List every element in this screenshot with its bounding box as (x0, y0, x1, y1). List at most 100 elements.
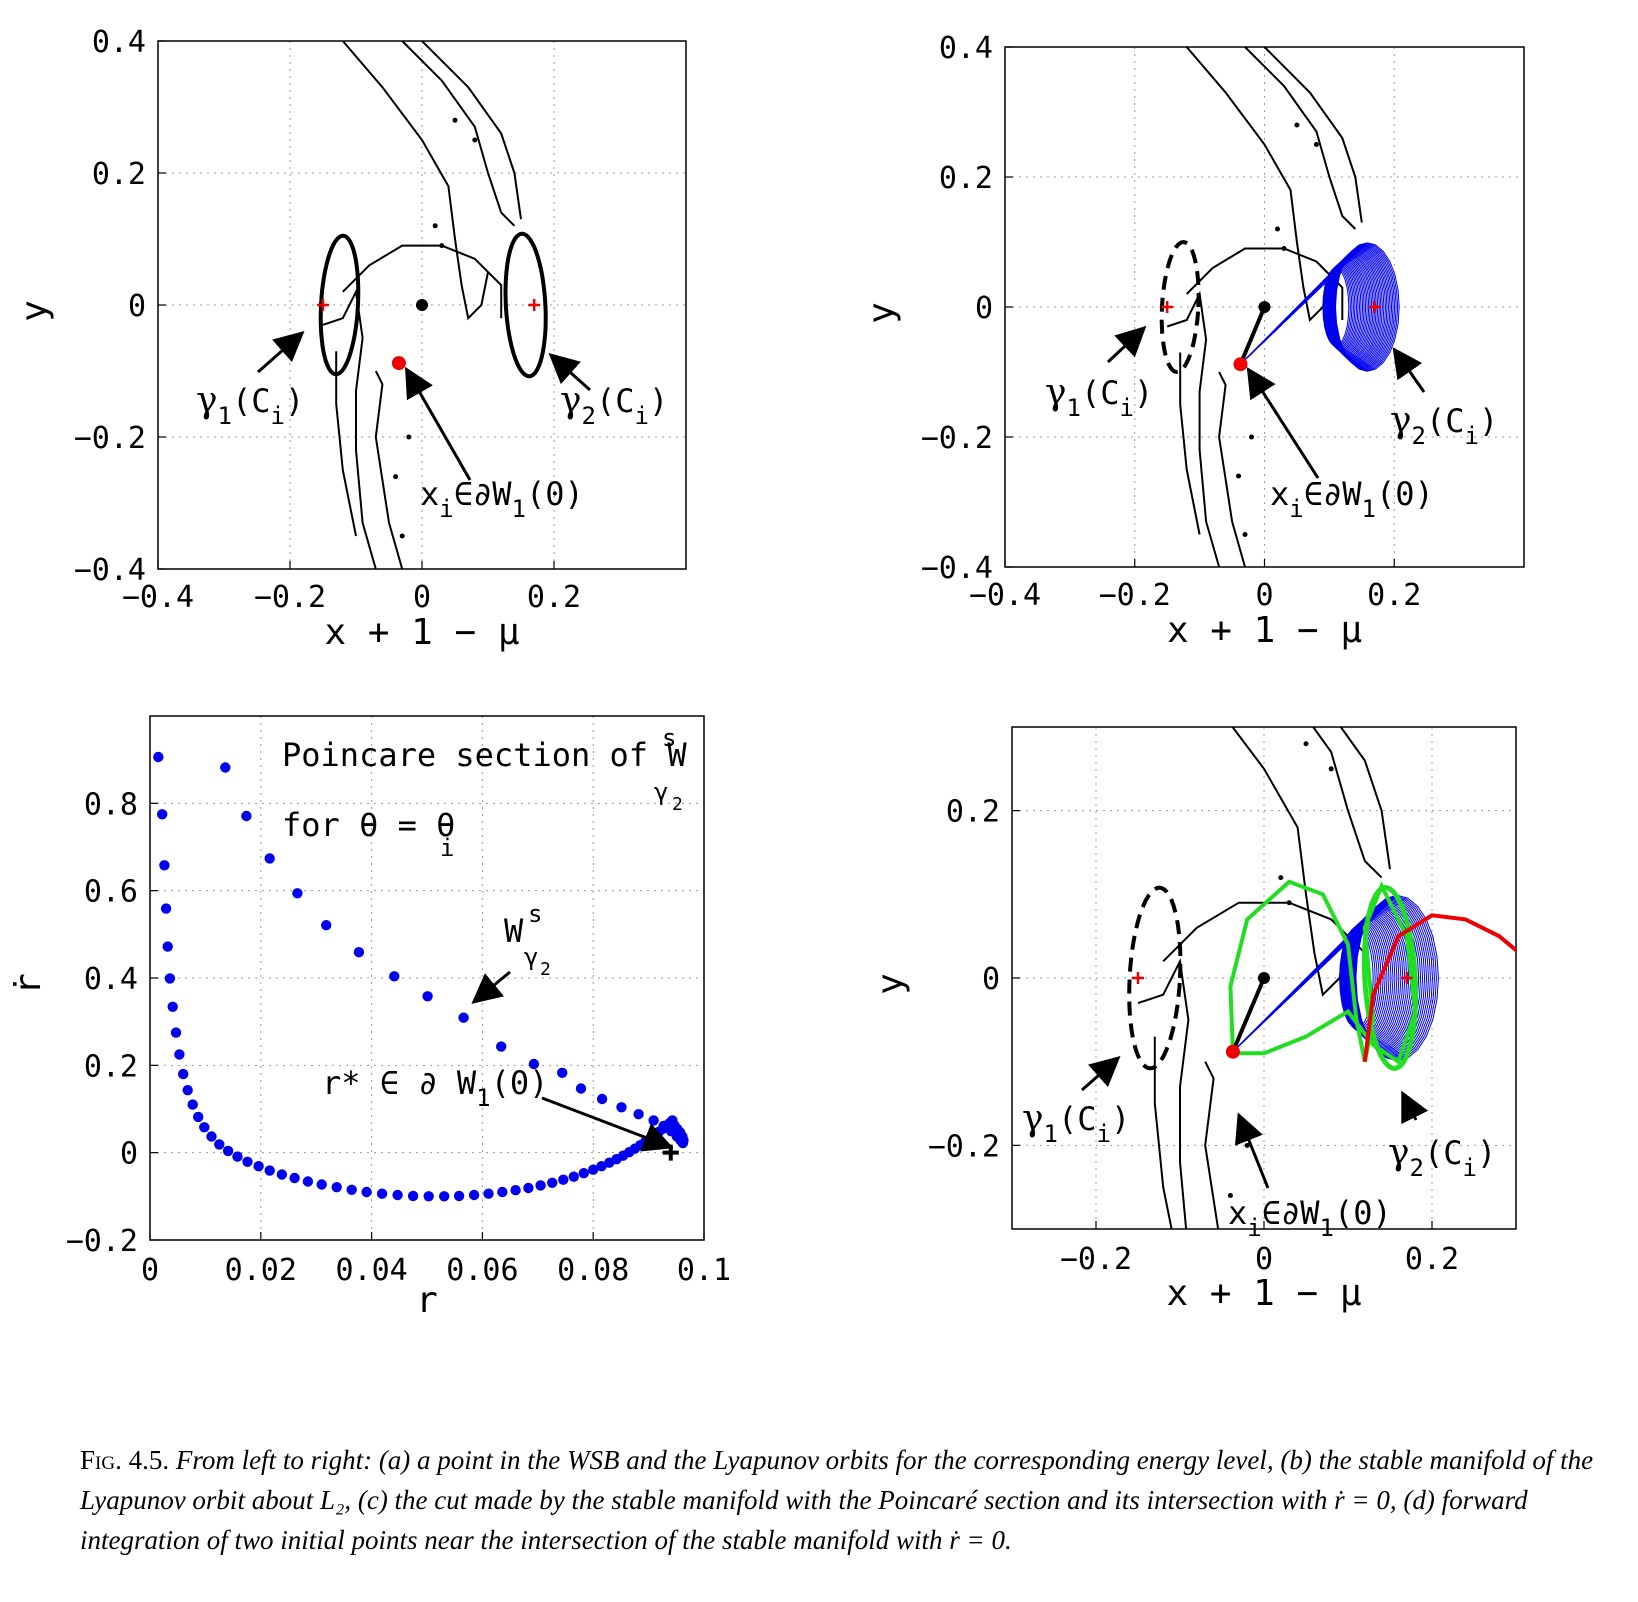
x-tick-label: 0 (141, 1253, 159, 1288)
poincare-point (575, 1083, 587, 1094)
x-tick-label: 0.04 (335, 1253, 407, 1288)
boundary-dot (1278, 875, 1284, 881)
poincare-point (276, 1169, 288, 1180)
poincare-point (557, 1067, 568, 1079)
poincare-point (558, 1174, 569, 1185)
boundary-dot (472, 137, 478, 143)
stable-manifold-trajectory (1240, 242, 1400, 372)
wsb-boundary-curve (1204, 1061, 1220, 1229)
poincare-point (167, 1001, 178, 1012)
chart-title: Poincare section of W (282, 736, 687, 774)
title-superscript: s (662, 724, 676, 752)
wsb-boundary-curve (1311, 727, 1383, 879)
figure-4-5: −0.4 −0.2 0 0.20.40.20−0.2−0.4x + 1 − μyγ1(… (8, 25, 1525, 1321)
x-tick-label: 0.06 (446, 1253, 518, 1288)
panel-d-plot-area (1127, 727, 1516, 1229)
xi-label: xi∈∂W1(0) (420, 475, 584, 523)
wsb-point-marker (391, 356, 406, 371)
boundary-dot (1303, 741, 1309, 747)
poincare-point (353, 947, 365, 958)
libration-point-marker (528, 299, 541, 311)
poincare-point (321, 920, 332, 931)
y-tick-label: −0.2 (66, 1224, 138, 1259)
wsb-boundary-curve (335, 351, 357, 537)
x-tick-label: 0.2 (1405, 1242, 1459, 1277)
boundary-dot (452, 117, 458, 123)
boundary-dot (393, 474, 399, 480)
poincare-point (153, 751, 164, 763)
poincare-point (588, 1164, 599, 1175)
annotation-arrow (471, 970, 511, 1004)
poincare-point (528, 1058, 540, 1070)
boundary-dot (1236, 473, 1242, 479)
poincare-point (289, 1172, 300, 1184)
wsb-boundary-curve (1153, 1036, 1173, 1229)
annotation-arrow (405, 366, 472, 481)
y-tick-label: 0.2 (92, 157, 146, 192)
moon-marker (1258, 972, 1270, 984)
annotation-arrow (541, 1096, 674, 1152)
y-tick-label: 0.2 (84, 1049, 138, 1084)
boundary-dot (1286, 900, 1292, 906)
gamma2-label: γ2(Ci) (1388, 1132, 1496, 1182)
wsb-boundary-curve (1185, 46, 1331, 323)
boundary-dot (1328, 766, 1334, 772)
poincare-point (392, 1189, 403, 1201)
libration-point-marker (1161, 301, 1174, 313)
y-tick-label: 0 (128, 289, 146, 324)
poincare-point (422, 991, 433, 1002)
wsb-point-marker (1233, 357, 1248, 372)
x-tick-label: 0.2 (1367, 578, 1421, 613)
poincare-point (292, 888, 303, 899)
forward-trajectory-red (1362, 913, 1516, 1062)
poincare-point (453, 1190, 465, 1202)
poincare-point (616, 1102, 627, 1113)
ws-subscript-2: 2 (540, 959, 551, 980)
wsb-boundary-curve (322, 288, 377, 570)
x-tick-label: −0.2 (1099, 578, 1171, 613)
x-tick-label: −0.2 (254, 580, 326, 615)
boundary-dot (406, 434, 412, 440)
poincare-point (496, 1041, 507, 1052)
annotation-arrow (1106, 325, 1147, 364)
boundary-dot (399, 533, 405, 539)
poincare-point (253, 1161, 264, 1172)
panel-b: −0.4 −0.2 0 0.2 0.4 0.2 0 −0.2 −0.4 x + 1 − μ y γ1(… (861, 31, 1525, 651)
poincare-point (302, 1176, 314, 1187)
poincare-point (159, 860, 170, 871)
x-tick-label: 0.2 (527, 580, 581, 615)
moon-marker (1258, 301, 1271, 313)
gamma1-label: γ1(Ci) (1045, 372, 1153, 422)
wsb-boundary-curve (1179, 352, 1201, 535)
poincare-point (174, 1049, 185, 1060)
wsb-boundary-curve (1218, 371, 1246, 568)
poincare-point (407, 1190, 419, 1202)
poincare-point (648, 1115, 659, 1126)
poincare-point (346, 1184, 357, 1196)
lyapunov-orbit-l1-dashed (1127, 885, 1183, 1071)
annotation-arrow (548, 353, 591, 392)
poincare-point (439, 1191, 450, 1202)
ws-subscript: γ (524, 943, 538, 971)
poincare-point (658, 1120, 669, 1132)
boundary-dot (1294, 122, 1300, 128)
connecting-segment (1238, 306, 1267, 365)
poincare-point (241, 810, 252, 822)
y-tick-label: 0.4 (939, 31, 993, 66)
poincare-point (193, 1111, 204, 1123)
ws-superscript: s (528, 900, 542, 928)
annotation-arrow (1234, 1112, 1270, 1189)
y-tick-label: 0.2 (946, 795, 1000, 830)
wsb-boundary-curve (1244, 46, 1357, 230)
poincare-point (220, 762, 231, 773)
poincare-point (389, 971, 400, 982)
poincare-point (222, 1145, 234, 1157)
poincare-point (170, 1027, 182, 1038)
x-tick-label: 0 (1255, 1242, 1273, 1277)
caption-text: From left to right: (a) a point in the W… (80, 1445, 1594, 1555)
x-tick-label: 0 (413, 580, 431, 615)
wsb-point-marker (1225, 1044, 1240, 1059)
gamma2-label: γ2(Ci) (560, 380, 668, 430)
poincare-point (199, 1122, 210, 1133)
y-tick-label: −0.4 (74, 553, 146, 588)
